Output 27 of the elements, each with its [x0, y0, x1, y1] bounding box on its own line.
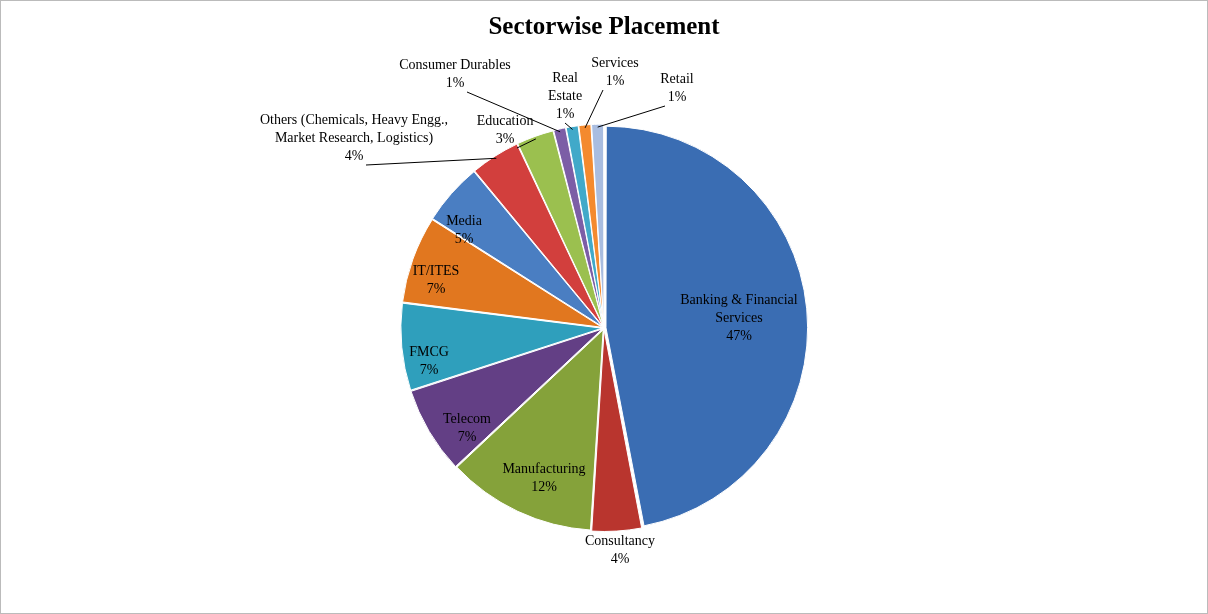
slice-label: Media [446, 212, 483, 228]
chart-title: Sectorwise Placement [488, 12, 721, 40]
data-label: 7% [457, 428, 477, 444]
data-label: 5% [454, 230, 474, 246]
data-label: 1% [555, 105, 575, 121]
data-label: 7% [419, 361, 439, 377]
slice-label: Telecom [443, 410, 492, 426]
slice-label: IT/ITES [412, 262, 460, 278]
slice-label: Others (Chemicals, Heavy Engg., Market Research, Logistics) [259, 111, 449, 146]
slice-label: Consultancy [585, 532, 655, 548]
slice-label: Services [591, 54, 639, 70]
slice-label: Banking & Financial Services [680, 291, 798, 325]
slice-label: Consumer Durables [399, 56, 511, 72]
data-label: 4% [610, 550, 630, 566]
data-label: 1% [605, 72, 625, 88]
data-label: 3% [495, 130, 515, 146]
data-label: 12% [531, 478, 558, 494]
slice-label: Real Estate [547, 69, 583, 103]
data-label: 1% [667, 88, 687, 104]
data-label: 47% [726, 327, 753, 343]
data-label: 1% [445, 74, 465, 90]
slice-label: FMCG [409, 343, 449, 359]
slice-label: Retail [660, 70, 694, 86]
data-label: 7% [426, 280, 446, 296]
slice-label: Education [476, 112, 534, 128]
data-label: 4% [344, 147, 364, 163]
slice-label: Manufacturing [502, 460, 586, 476]
